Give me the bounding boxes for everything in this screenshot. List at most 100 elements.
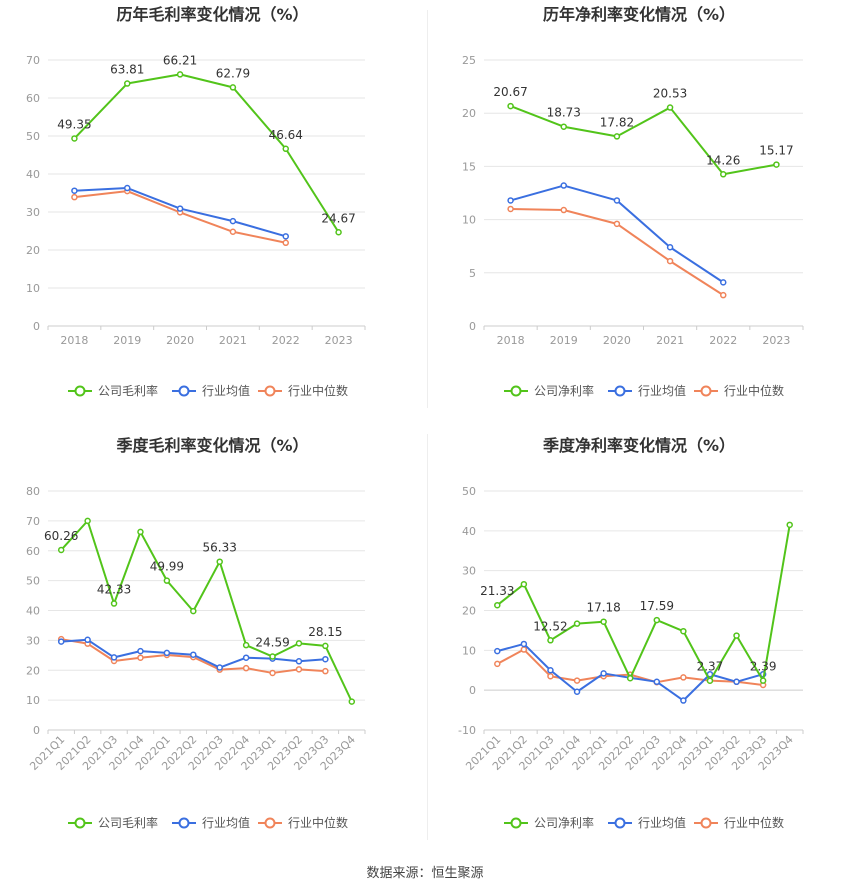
data-point-industry_median: [494, 660, 501, 668]
data-point-industry_median: [573, 677, 581, 684]
legend-label: 公司净利率: [534, 815, 594, 830]
data-point-company: [84, 517, 91, 525]
data-point-company: [733, 632, 740, 639]
series-line-company: [73, 73, 340, 233]
data-point-company: [242, 641, 250, 649]
data-point-industry_avg: [507, 197, 514, 204]
y-tick-label: 20: [462, 605, 476, 618]
data-point-industry_median: [507, 205, 514, 213]
legend-label: 行业均值: [638, 383, 686, 398]
chart-annual-net-margin: 历年净利率变化情况（%） 0 5 10 15 20 25 2018 2019 2020 2021 20…: [462, 5, 804, 398]
data-point-industry_avg: [494, 647, 501, 655]
y-tick-label: 0: [33, 724, 40, 737]
data-point-industry_avg: [560, 182, 567, 189]
legend-swatch-marker: [700, 385, 712, 397]
data-point-company: [600, 618, 607, 625]
data-point-industry_median: [282, 239, 289, 247]
data-label: 56.33: [203, 541, 237, 555]
data-label: 17.82: [600, 115, 634, 129]
data-point-industry_avg: [242, 654, 250, 661]
data-point-company: [706, 677, 714, 684]
legend-label: 行业均值: [202, 815, 250, 830]
legend-item-industry_median: 行业中位数: [258, 383, 348, 398]
data-point-industry_avg: [613, 197, 621, 204]
y-tick-label: 60: [26, 545, 40, 558]
data-point-industry_median: [720, 291, 727, 299]
legend-label: 行业均值: [202, 383, 250, 398]
data-label: 63.81: [110, 63, 144, 77]
data-point-company: [322, 642, 329, 650]
data-point-industry_avg: [547, 667, 554, 674]
data-point-industry_avg: [229, 217, 237, 225]
data-label: 14.26: [706, 153, 740, 167]
data-point-company: [520, 580, 528, 588]
legend-label: 行业中位数: [724, 383, 784, 398]
data-point-industry_avg: [71, 187, 78, 194]
data-point-company: [560, 123, 567, 130]
data-label: 2.39: [750, 660, 777, 674]
data-point-industry_avg: [666, 244, 674, 251]
data-label: 18.73: [547, 106, 581, 120]
legend-swatch-marker: [614, 385, 626, 397]
series-line-industry_median: [74, 190, 286, 244]
legend-item-company: 公司净利率: [504, 383, 594, 398]
x-tick-label: 2019: [113, 334, 141, 347]
data-point-industry_avg: [216, 664, 223, 671]
data-point-industry_avg: [282, 233, 289, 240]
data-point-company: [163, 577, 171, 584]
x-tick-label: 2022: [709, 334, 737, 347]
x-tick-label: 2018: [497, 334, 525, 347]
data-point-industry_avg: [57, 638, 65, 645]
data-point-company: [680, 627, 687, 635]
data-label: 66.21: [163, 53, 197, 67]
x-tick-label: 2021: [656, 334, 684, 347]
y-tick-label: 20: [462, 107, 476, 120]
data-label: 28.15: [308, 625, 342, 639]
data-point-company: [613, 133, 621, 140]
chart-title: 历年毛利率变化情况（%）: [116, 5, 308, 24]
data-point-industry_avg: [720, 279, 727, 286]
data-point-company: [110, 600, 118, 607]
data-point-company: [348, 698, 356, 705]
legend-swatch-marker: [74, 385, 86, 397]
y-tick-label: 0: [469, 684, 476, 697]
data-point-company: [71, 135, 78, 142]
data-label: 17.18: [586, 601, 620, 615]
data-point-industry_avg: [84, 636, 91, 644]
legend-swatch-marker: [510, 817, 522, 829]
data-point-industry_avg: [124, 184, 131, 192]
y-tick-label: 20: [26, 664, 40, 677]
data-point-industry_avg: [653, 678, 661, 686]
data-label: 42.33: [97, 583, 131, 597]
y-tick-label: 5: [469, 267, 476, 280]
data-label: 60.26: [44, 529, 78, 543]
data-label: 24.59: [255, 636, 289, 650]
data-point-company: [573, 620, 581, 627]
chart-title: 季度净利率变化情况（%）: [542, 436, 735, 455]
chart-title: 历年净利率变化情况（%）: [543, 5, 735, 24]
data-point-company: [57, 546, 65, 554]
data-point-industry_avg: [295, 658, 303, 665]
y-tick-label: 60: [26, 92, 40, 105]
legend-item-company: 公司毛利率: [68, 815, 158, 830]
data-label: 12.52: [533, 619, 567, 633]
legend-swatch-marker: [614, 817, 626, 829]
data-point-company: [137, 528, 144, 536]
data-label: 15.17: [759, 144, 793, 158]
y-tick-label: 80: [26, 485, 40, 498]
x-tick-label: 2019: [550, 334, 578, 347]
y-tick-label: 10: [462, 644, 476, 657]
data-point-company: [216, 558, 223, 565]
legend-item-industry_median: 行业中位数: [694, 815, 784, 830]
data-point-company: [626, 674, 634, 682]
x-tick-label: 2021: [219, 334, 247, 347]
data-point-industry_median: [71, 193, 78, 201]
data-point-industry_median: [269, 669, 276, 677]
y-tick-label: 30: [462, 565, 476, 578]
data-point-industry_median: [229, 228, 237, 236]
data-point-industry_median: [295, 666, 303, 673]
chart-annual-gross-margin: 历年毛利率变化情况（%） 0 10 20 30 40 50 60 70 2018 2019 2020 2…: [26, 5, 366, 398]
y-tick-label: 10: [462, 214, 476, 227]
data-point-industry_avg: [600, 670, 607, 677]
